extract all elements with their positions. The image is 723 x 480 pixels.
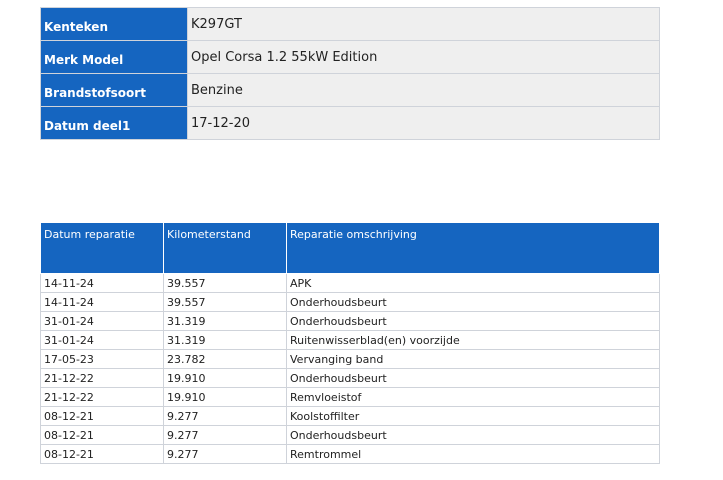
repair-date-cell: 21-12-22 <box>40 368 164 388</box>
repair-history-table: Datum reparatie Kilometerstand Reparatie… <box>40 222 660 464</box>
repair-date-cell: 31-01-24 <box>40 330 164 350</box>
repair-km-cell: 31.319 <box>163 330 287 350</box>
vehicle-row-brandstofsoort: Brandstofsoort Benzine <box>40 73 660 107</box>
repair-date-cell: 31-01-24 <box>40 311 164 331</box>
repair-date-cell: 08-12-21 <box>40 425 164 445</box>
repair-description-cell: Onderhoudsbeurt <box>286 292 660 312</box>
repair-date-cell: 21-12-22 <box>40 387 164 407</box>
repair-description-cell: Vervanging band <box>286 349 660 369</box>
repair-km-cell: 9.277 <box>163 425 287 445</box>
repair-km-cell: 39.557 <box>163 292 287 312</box>
repair-description-cell: Remtrommel <box>286 444 660 464</box>
kenteken-value: K297GT <box>187 7 660 41</box>
table-row: 31-01-24 31.319 Ruitenwisserblad(en) voo… <box>40 330 660 350</box>
repair-description-cell: Remvloeistof <box>286 387 660 407</box>
column-header-km: Kilometerstand <box>163 222 287 274</box>
repair-date-cell: 17-05-23 <box>40 349 164 369</box>
repair-km-cell: 39.557 <box>163 273 287 293</box>
table-row: 08-12-21 9.277 Koolstoffilter <box>40 406 660 426</box>
repair-km-cell: 9.277 <box>163 444 287 464</box>
column-header-date: Datum reparatie <box>40 222 164 274</box>
table-row: 08-12-21 9.277 Onderhoudsbeurt <box>40 425 660 445</box>
repair-table-header: Datum reparatie Kilometerstand Reparatie… <box>40 222 660 274</box>
repair-km-cell: 9.277 <box>163 406 287 426</box>
repair-description-cell: Onderhoudsbeurt <box>286 311 660 331</box>
repair-km-cell: 23.782 <box>163 349 287 369</box>
repair-km-cell: 19.910 <box>163 387 287 407</box>
column-header-description: Reparatie omschrijving <box>286 222 660 274</box>
vehicle-row-merk-model: Merk Model Opel Corsa 1.2 55kW Edition <box>40 40 660 74</box>
repair-km-cell: 31.319 <box>163 311 287 331</box>
brandstofsoort-value: Benzine <box>187 73 660 107</box>
datum-deel1-label: Datum deel1 <box>40 106 188 140</box>
vehicle-row-datum-deel1: Datum deel1 17-12-20 <box>40 106 660 140</box>
table-row: 21-12-22 19.910 Remvloeistof <box>40 387 660 407</box>
merk-model-value: Opel Corsa 1.2 55kW Edition <box>187 40 660 74</box>
repair-description-cell: Onderhoudsbeurt <box>286 425 660 445</box>
brandstofsoort-label: Brandstofsoort <box>40 73 188 107</box>
repair-description-cell: Onderhoudsbeurt <box>286 368 660 388</box>
datum-deel1-value: 17-12-20 <box>187 106 660 140</box>
kenteken-label: Kenteken <box>40 7 188 41</box>
table-row: 08-12-21 9.277 Remtrommel <box>40 444 660 464</box>
repair-description-cell: APK <box>286 273 660 293</box>
vehicle-row-kenteken: Kenteken K297GT <box>40 7 660 41</box>
repair-km-cell: 19.910 <box>163 368 287 388</box>
repair-description-cell: Koolstoffilter <box>286 406 660 426</box>
repair-date-cell: 14-11-24 <box>40 273 164 293</box>
table-row: 14-11-24 39.557 Onderhoudsbeurt <box>40 292 660 312</box>
table-row: 17-05-23 23.782 Vervanging band <box>40 349 660 369</box>
table-row: 14-11-24 39.557 APK <box>40 273 660 293</box>
repair-date-cell: 14-11-24 <box>40 292 164 312</box>
repair-date-cell: 08-12-21 <box>40 444 164 464</box>
repair-description-cell: Ruitenwisserblad(en) voorzijde <box>286 330 660 350</box>
table-row: 21-12-22 19.910 Onderhoudsbeurt <box>40 368 660 388</box>
table-row: 31-01-24 31.319 Onderhoudsbeurt <box>40 311 660 331</box>
vehicle-info-table: Kenteken K297GT Merk Model Opel Corsa 1.… <box>40 7 660 140</box>
merk-model-label: Merk Model <box>40 40 188 74</box>
repair-date-cell: 08-12-21 <box>40 406 164 426</box>
